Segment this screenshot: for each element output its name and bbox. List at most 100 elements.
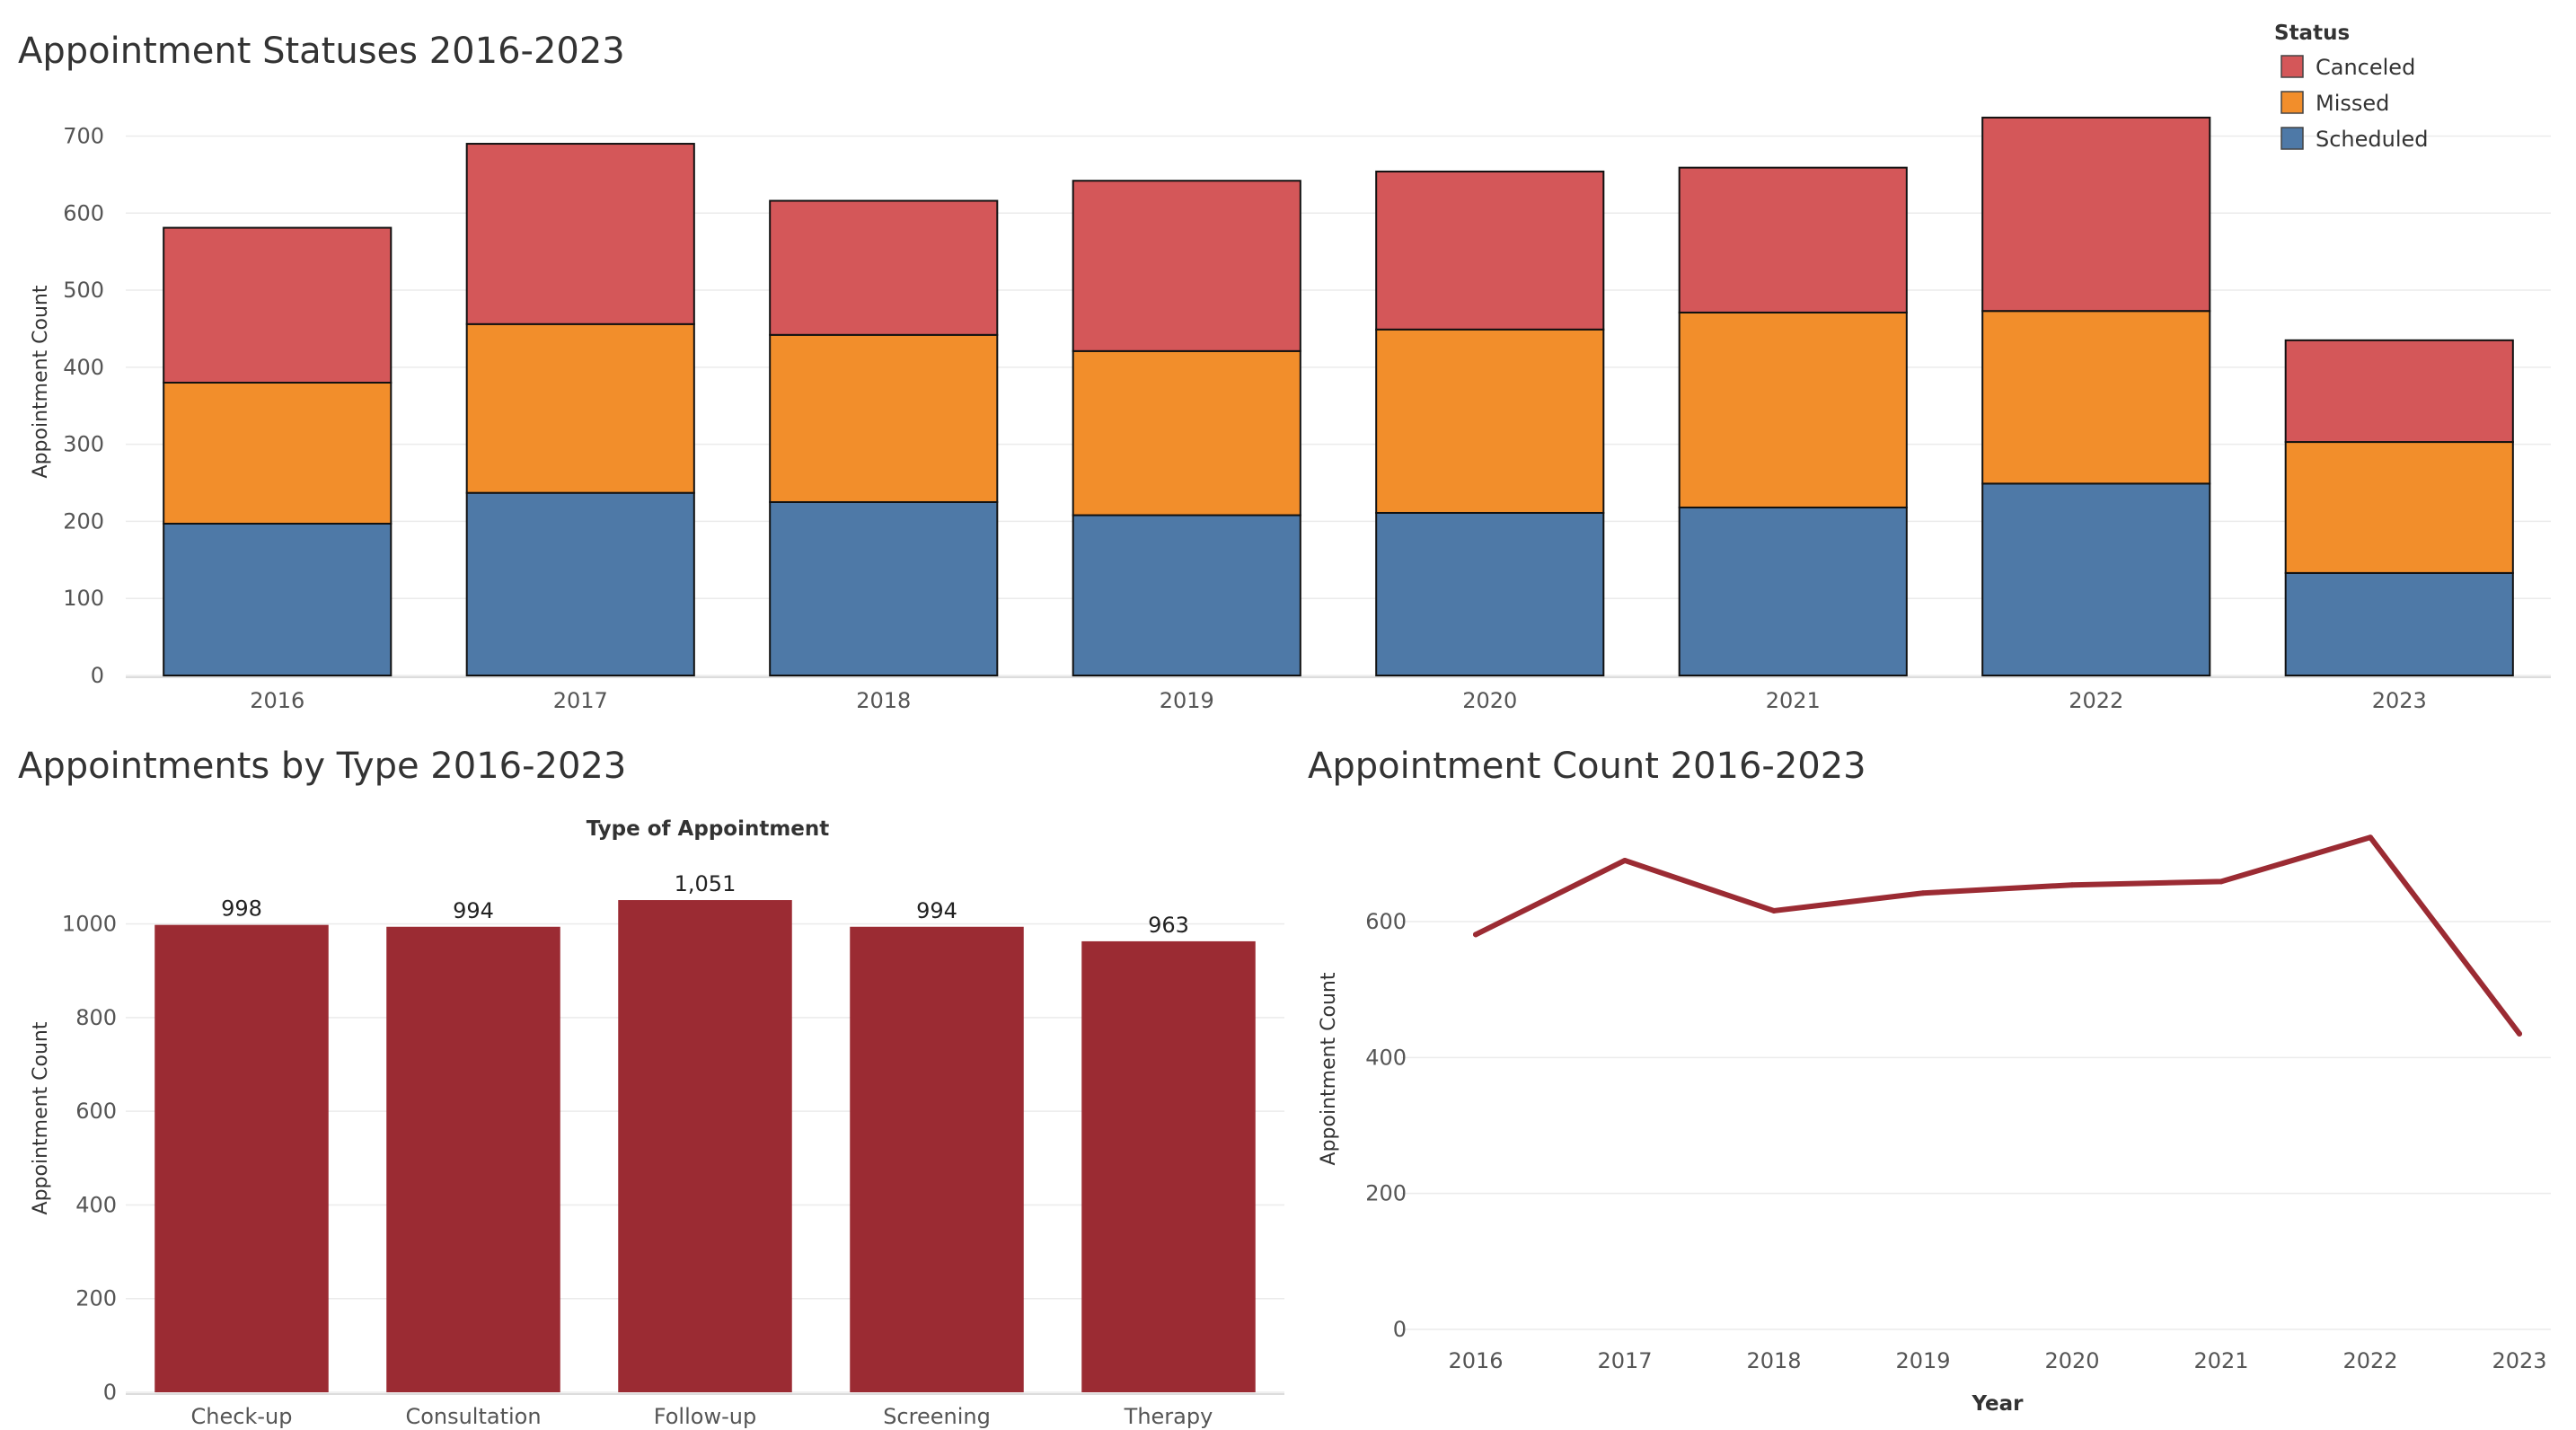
count-point-2016[interactable] — [1473, 931, 1478, 938]
bar-type-follow-up[interactable] — [618, 900, 792, 1392]
bar-scheduled-2022[interactable] — [1981, 482, 2211, 676]
chart3-xtick: 2016 — [1448, 1348, 1503, 1373]
chart2-ytick: 0 — [103, 1380, 117, 1405]
chart3-xtick: 2020 — [2044, 1348, 2099, 1373]
chart2-xlabel: Type of Appointment — [587, 817, 830, 841]
chart3-xtick: 2019 — [1895, 1348, 1950, 1373]
bar-missed-2017[interactable] — [465, 322, 695, 494]
chart1-ylabel: Appointment Count — [30, 285, 52, 478]
chart3-xtick: 2018 — [1746, 1348, 1801, 1373]
chart3-ytick: 200 — [1365, 1181, 1407, 1206]
chart1-xtick: 2017 — [553, 688, 608, 713]
legend-swatch-canceled[interactable] — [2280, 55, 2304, 78]
chart2-ytick: 200 — [75, 1286, 117, 1311]
chart2-title: Appointments by Type 2016-2023 — [18, 746, 626, 787]
legend-swatch-scheduled[interactable] — [2280, 127, 2304, 150]
chart3-ytick: 0 — [1393, 1317, 1407, 1342]
chart2-ylabel: Appointment Count — [30, 1021, 52, 1214]
bar-missed-2016[interactable] — [163, 382, 393, 525]
bar-type-value-label: 963 — [1148, 913, 1189, 938]
bar-type-therapy[interactable] — [1081, 940, 1256, 1392]
chart3-xtick: 2023 — [2492, 1348, 2546, 1373]
chart3-xlabel: Year — [1971, 1392, 2024, 1416]
bar-scheduled-2021[interactable] — [1678, 506, 1908, 676]
bar-missed-2018[interactable] — [769, 333, 999, 503]
bar-scheduled-2016[interactable] — [163, 522, 393, 677]
bar-scheduled-2018[interactable] — [769, 500, 999, 677]
bar-canceled-2018[interactable] — [769, 199, 999, 336]
bar-missed-2023[interactable] — [2284, 441, 2514, 574]
chart3-ytick: 400 — [1365, 1045, 1407, 1070]
bar-canceled-2022[interactable] — [1981, 116, 2211, 313]
count-line-chart: Appointment Count 2016-2023 Year Appoint… — [1308, 746, 2551, 1416]
chart2-ytick: 1000 — [62, 912, 117, 937]
chart1-xtick: 2020 — [1462, 688, 1517, 713]
chart1-ytick: 300 — [63, 432, 104, 457]
legend-title: Status — [2274, 22, 2350, 45]
chart1-xtick: 2019 — [1160, 688, 1214, 713]
chart1-ytick: 0 — [91, 663, 104, 688]
bar-canceled-2020[interactable] — [1375, 170, 1605, 331]
bar-missed-2021[interactable] — [1678, 311, 1908, 508]
chart2-xtick: Consultation — [405, 1404, 541, 1429]
chart1-ytick: 200 — [63, 508, 104, 534]
chart1-xtick: 2016 — [250, 688, 304, 713]
bar-scheduled-2017[interactable] — [465, 491, 695, 677]
legend-label-canceled[interactable]: Canceled — [2316, 55, 2415, 80]
bar-missed-2019[interactable] — [1072, 349, 1301, 516]
bar-canceled-2017[interactable] — [465, 143, 695, 325]
chart3-xtick: 2021 — [2193, 1348, 2248, 1373]
count-point-2017[interactable] — [1622, 857, 1628, 863]
chart1-xtick: 2018 — [856, 688, 911, 713]
bar-type-value-label: 998 — [221, 896, 262, 922]
legend-label-missed[interactable]: Missed — [2316, 91, 2389, 116]
chart2-xtick: Therapy — [1124, 1404, 1213, 1429]
bar-missed-2022[interactable] — [1981, 310, 2211, 485]
bar-type-value-label: 1,051 — [675, 871, 737, 896]
bar-type-screening[interactable] — [850, 926, 1024, 1392]
chart1-xtick: 2021 — [1766, 688, 1821, 713]
chart2-ytick: 400 — [75, 1192, 117, 1217]
bar-missed-2020[interactable] — [1375, 328, 1605, 514]
chart3-xtick: 2022 — [2342, 1348, 2397, 1373]
bar-canceled-2016[interactable] — [163, 226, 393, 384]
status-stacked-bar-chart: Appointment Statuses 2016-2023 Appointme… — [18, 22, 2551, 713]
bar-canceled-2019[interactable] — [1072, 180, 1301, 352]
chart1-xtick: 2023 — [2372, 688, 2427, 713]
count-series-line[interactable] — [1473, 834, 2522, 1037]
chart1-ytick: 100 — [63, 586, 104, 611]
legend-label-scheduled[interactable]: Scheduled — [2316, 127, 2429, 152]
count-point-2018[interactable] — [1771, 907, 1777, 914]
chart1-ytick: 700 — [63, 123, 104, 148]
bar-type-value-label: 994 — [916, 898, 957, 923]
chart2-xtick: Check-up — [191, 1404, 293, 1429]
count-point-2022[interactable] — [2368, 834, 2373, 841]
count-point-2021[interactable] — [2219, 878, 2224, 885]
chart3-ytick: 600 — [1365, 909, 1407, 934]
bar-canceled-2023[interactable] — [2284, 339, 2514, 444]
type-bar-chart: Appointments by Type 2016-2023 Type of A… — [18, 746, 1284, 1429]
chart2-ytick: 800 — [75, 1005, 117, 1030]
chart2-ytick: 600 — [75, 1099, 117, 1124]
chart2-xtick: Screening — [883, 1404, 991, 1429]
bar-type-value-label: 994 — [453, 898, 494, 923]
chart1-ytick: 400 — [63, 355, 104, 380]
status-legend: Status Canceled Missed Scheduled — [2274, 22, 2429, 152]
bar-type-consultation[interactable] — [386, 926, 560, 1392]
chart1-ytick: 600 — [63, 200, 104, 225]
count-point-2020[interactable] — [2069, 882, 2075, 888]
bar-scheduled-2020[interactable] — [1375, 511, 1605, 676]
bar-scheduled-2019[interactable] — [1072, 514, 1301, 677]
bar-scheduled-2023[interactable] — [2284, 571, 2514, 677]
count-point-2019[interactable] — [1920, 890, 1926, 896]
chart3-ylabel: Appointment Count — [1318, 972, 1340, 1165]
legend-swatch-missed[interactable] — [2280, 91, 2304, 114]
chart1-title: Appointment Statuses 2016-2023 — [18, 31, 625, 72]
count-point-2023[interactable] — [2517, 1030, 2522, 1037]
chart3-xtick: 2017 — [1597, 1348, 1652, 1373]
chart2-xtick: Follow-up — [654, 1404, 756, 1429]
chart3-title: Appointment Count 2016-2023 — [1308, 746, 1866, 787]
bar-type-check-up[interactable] — [154, 924, 329, 1392]
bar-canceled-2021[interactable] — [1678, 166, 1908, 313]
